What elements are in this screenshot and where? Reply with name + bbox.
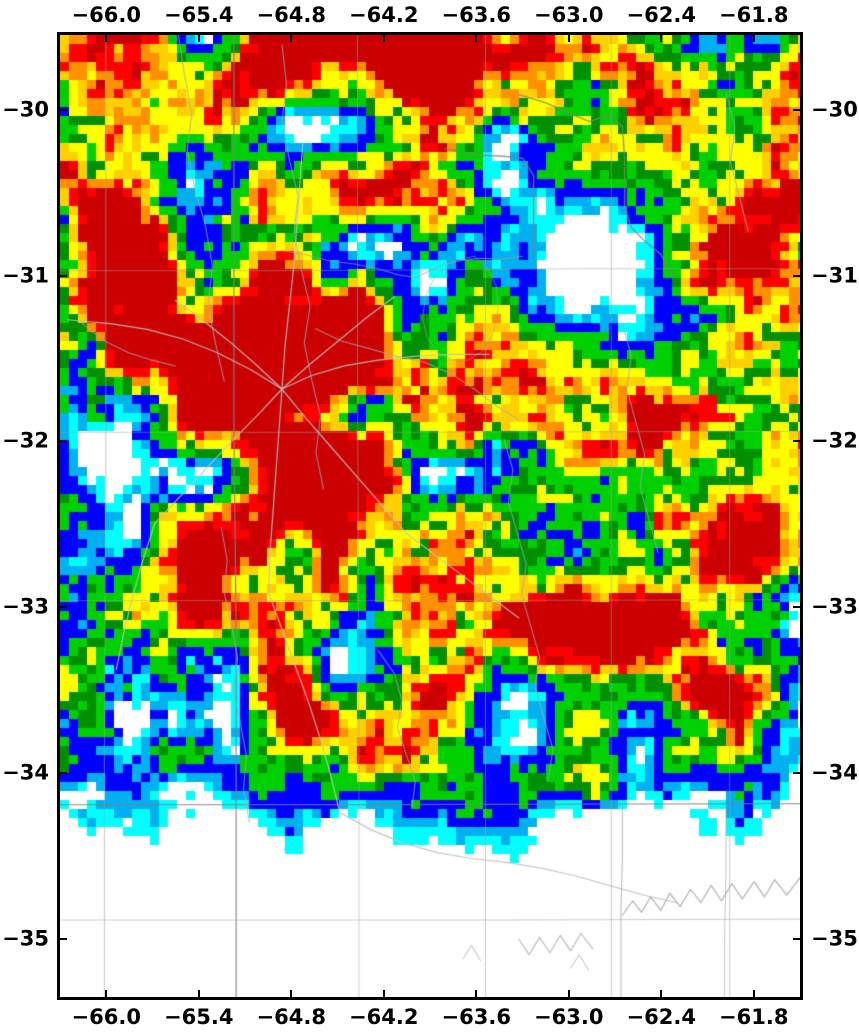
y-tick-label-right: −34 (811, 760, 858, 785)
x-tick-label-bottom: −63.6 (441, 1005, 511, 1029)
x-tick-label-top: −62.4 (626, 3, 696, 27)
x-tickmark-top (567, 35, 570, 42)
y-tickmark-left (60, 274, 67, 277)
y-tickmark-left (60, 108, 67, 111)
plot-area (57, 32, 803, 1000)
x-tick-label-bottom: −64.2 (349, 1005, 419, 1029)
y-tick-label-right: −33 (811, 594, 858, 619)
y-tickmark-left (60, 937, 67, 940)
x-tick-label-bottom: −62.4 (626, 1005, 696, 1029)
x-tick-label-top: −66.0 (71, 3, 141, 27)
x-tickmark-bottom (567, 990, 570, 997)
y-tickmark-right (793, 440, 800, 443)
x-tickmark-top (475, 35, 478, 42)
x-tick-label-bottom: −61.8 (719, 1005, 789, 1029)
y-tickmark-right (793, 772, 800, 775)
x-tick-label-top: −63.6 (441, 3, 511, 27)
x-tickmark-bottom (382, 990, 385, 997)
y-tickmark-right (793, 937, 800, 940)
x-tick-label-top: −65.4 (164, 3, 234, 27)
y-tick-label-right: −30 (811, 97, 858, 122)
x-tickmark-bottom (475, 990, 478, 997)
y-tickmark-right (793, 274, 800, 277)
x-tickmark-top (197, 35, 200, 42)
y-tickmark-left (60, 772, 67, 775)
x-tickmark-top (382, 35, 385, 42)
y-tick-label-left: −30 (2, 97, 49, 122)
x-tickmark-top (752, 35, 755, 42)
map-boundaries-overlay (60, 35, 800, 997)
x-tickmark-top (660, 35, 663, 42)
x-tickmark-bottom (290, 990, 293, 997)
x-tick-label-bottom: −63.0 (534, 1005, 604, 1029)
y-tickmark-left (60, 606, 67, 609)
y-tickmark-left (60, 440, 67, 443)
x-tick-label-bottom: −65.4 (164, 1005, 234, 1029)
y-tickmark-right (793, 606, 800, 609)
x-tick-label-top: −64.2 (349, 3, 419, 27)
x-tickmark-bottom (660, 990, 663, 997)
x-tick-label-top: −63.0 (534, 3, 604, 27)
x-tick-label-bottom: −64.8 (256, 1005, 326, 1029)
x-tickmark-bottom (752, 990, 755, 997)
x-tickmark-bottom (105, 990, 108, 997)
x-tickmark-bottom (197, 990, 200, 997)
x-tickmark-top (290, 35, 293, 42)
y-tick-label-left: −32 (2, 428, 49, 453)
y-tick-label-left: −34 (2, 760, 49, 785)
y-tick-label-right: −31 (811, 263, 858, 287)
y-tick-label-right: −35 (811, 926, 858, 951)
y-tick-label-left: −35 (2, 926, 49, 951)
y-tickmark-right (793, 108, 800, 111)
x-tickmark-top (105, 35, 108, 42)
x-tick-label-bottom: −66.0 (71, 1005, 141, 1029)
y-tick-label-left: −33 (2, 594, 49, 619)
y-tick-label-left: −31 (2, 263, 49, 287)
x-tick-label-top: −61.8 (719, 3, 789, 27)
y-tick-label-right: −32 (811, 428, 858, 453)
x-tick-label-top: −64.8 (256, 3, 326, 27)
